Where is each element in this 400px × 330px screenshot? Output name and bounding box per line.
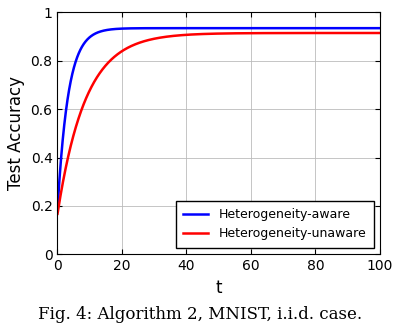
Legend: Heterogeneity-aware, Heterogeneity-unaware: Heterogeneity-aware, Heterogeneity-unawa… [176, 201, 374, 248]
Heterogeneity-unaware [378, 31, 382, 35]
Heterogeneity-unaware [73, 126, 78, 130]
Heterogeneity-aware [55, 207, 60, 211]
Heterogeneity-unaware [175, 34, 180, 38]
Heterogeneity-aware [73, 60, 78, 64]
Heterogeneity-aware [320, 26, 325, 30]
Heterogeneity-unaware [320, 31, 325, 35]
Heterogeneity-unaware [55, 212, 60, 216]
Heterogeneity-aware [63, 113, 68, 117]
Heterogeneity-aware [378, 26, 382, 30]
Heterogeneity-unaware [249, 31, 254, 35]
Heterogeneity-aware [249, 26, 254, 30]
Text: Fig. 4: Algorithm 2, MNIST, i.i.d. case.: Fig. 4: Algorithm 2, MNIST, i.i.d. case. [38, 306, 362, 323]
Y-axis label: Test Accuracy: Test Accuracy [7, 76, 25, 190]
Heterogeneity-unaware [84, 95, 89, 99]
X-axis label: t: t [215, 279, 222, 297]
Heterogeneity-aware [175, 26, 180, 30]
Heterogeneity-aware [84, 38, 89, 42]
Heterogeneity-unaware [63, 168, 68, 172]
Line: Heterogeneity-aware: Heterogeneity-aware [58, 28, 380, 209]
Line: Heterogeneity-unaware: Heterogeneity-unaware [58, 33, 380, 214]
